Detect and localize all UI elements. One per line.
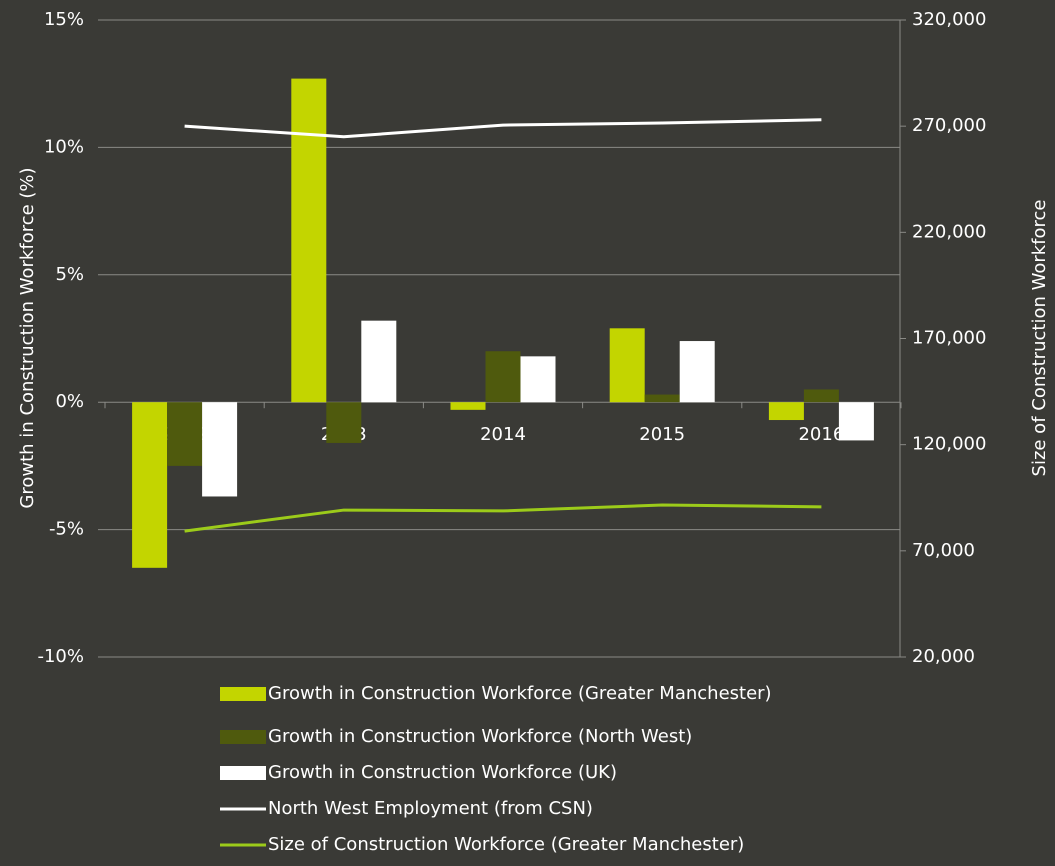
bar [167, 402, 203, 466]
bar [132, 402, 168, 568]
y2-tick-label: 70,000 [912, 540, 975, 561]
bar [326, 402, 362, 443]
bar [679, 341, 715, 403]
bar [803, 389, 839, 403]
line [184, 118, 822, 139]
y-tick-label: 15% [44, 9, 84, 30]
bar [520, 356, 556, 403]
y2-tick-label: 220,000 [912, 221, 986, 242]
legend-label: Growth in Construction Workforce (North … [268, 726, 692, 747]
y-tick-label: 0% [55, 391, 84, 412]
x-tick-label: 2016 [798, 424, 844, 445]
bar [838, 402, 874, 441]
x-tick-label: 2015 [639, 424, 685, 445]
bar [644, 394, 680, 403]
line [184, 503, 822, 533]
bar [202, 402, 238, 497]
y-tick-label: -10% [37, 646, 84, 667]
y2-tick-label: 270,000 [912, 115, 986, 136]
legend-swatch [220, 730, 266, 744]
y2-tick-label: 320,000 [912, 9, 986, 30]
y2-axis-title: Size of Construction Workforce [1029, 200, 1050, 477]
y-tick-label: -5% [49, 519, 84, 540]
y-tick-label: 10% [44, 136, 84, 157]
y2-tick-label: 120,000 [912, 434, 986, 455]
bar [291, 78, 327, 403]
legend-swatch [220, 687, 266, 701]
y2-tick-label: 20,000 [912, 646, 975, 667]
y-axis-title: Growth in Construction Workforce (%) [17, 167, 38, 508]
bar [485, 351, 521, 403]
legend-swatch [220, 766, 266, 780]
x-tick-label: 2014 [480, 424, 526, 445]
bar [768, 402, 804, 421]
legend-label: Size of Construction Workforce (Greater … [268, 834, 744, 855]
y-tick-label: 5% [55, 264, 84, 285]
legend-label: Growth in Construction Workforce (Greate… [268, 683, 772, 704]
y2-tick-label: 170,000 [912, 328, 986, 349]
bar [361, 320, 397, 403]
legend-label: North West Employment (from CSN) [268, 798, 593, 819]
bar [450, 402, 486, 410]
bar [609, 328, 645, 403]
legend-label: Growth in Construction Workforce (UK) [268, 762, 617, 783]
